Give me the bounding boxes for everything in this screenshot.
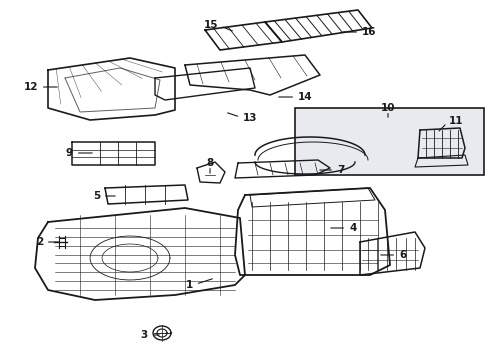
Text: 4: 4 <box>348 223 356 233</box>
Bar <box>294 108 483 175</box>
Text: 12: 12 <box>23 82 38 92</box>
Text: 13: 13 <box>243 113 257 123</box>
Text: 8: 8 <box>206 158 213 168</box>
Text: 3: 3 <box>141 330 148 340</box>
Text: 7: 7 <box>336 165 344 175</box>
Text: 5: 5 <box>93 191 100 201</box>
Text: 2: 2 <box>36 237 43 247</box>
Text: 14: 14 <box>297 92 312 102</box>
Text: 15: 15 <box>203 20 218 30</box>
Text: 16: 16 <box>361 27 376 37</box>
Text: 11: 11 <box>448 116 463 126</box>
Text: 10: 10 <box>380 103 394 113</box>
Text: 6: 6 <box>398 250 406 260</box>
Text: 9: 9 <box>66 148 73 158</box>
Text: 1: 1 <box>185 280 193 290</box>
